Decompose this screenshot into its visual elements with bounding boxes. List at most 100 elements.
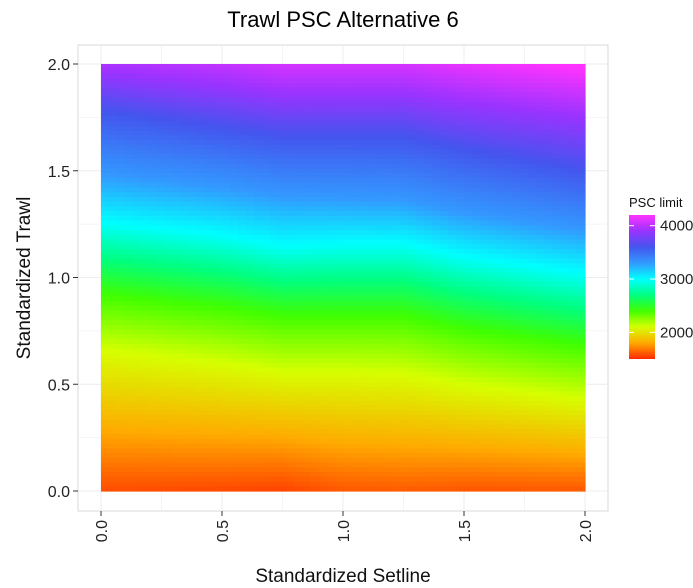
heat-cell	[189, 206, 199, 212]
heat-cell	[326, 135, 336, 141]
heat-cell	[189, 381, 199, 388]
heat-cell	[472, 429, 481, 435]
heat-cell	[407, 215, 417, 222]
heat-cell	[270, 310, 280, 317]
heat-cell	[367, 443, 376, 449]
heat-cell	[205, 120, 215, 127]
heat-cell	[407, 196, 417, 203]
heat-cell	[383, 310, 392, 317]
heat-cell	[262, 206, 271, 212]
heat-cell	[423, 253, 433, 260]
heat-cell	[310, 315, 320, 321]
heat-cell	[423, 377, 433, 383]
heat-cell	[431, 310, 441, 317]
heat-cell	[189, 106, 199, 113]
heat-cell	[101, 130, 110, 136]
heat-cell	[230, 106, 239, 113]
heat-cell	[504, 282, 513, 288]
heat-cell	[488, 149, 497, 155]
heat-cell	[560, 443, 570, 449]
heat-cell	[520, 424, 530, 430]
heat-cell	[262, 163, 271, 169]
heat-cell	[197, 173, 207, 179]
heat-cell	[165, 448, 175, 454]
heat-cell	[157, 234, 167, 241]
heat-cell	[205, 305, 215, 312]
heat-cell	[213, 154, 223, 160]
heat-cell	[101, 291, 110, 298]
heat-cell	[343, 154, 352, 160]
heat-cell	[343, 438, 352, 445]
heat-cell	[496, 329, 505, 336]
heat-cell	[520, 400, 530, 407]
heat-cell	[278, 101, 288, 108]
heat-cell	[383, 230, 392, 236]
heat-cell	[504, 163, 513, 169]
heat-cell	[359, 405, 368, 411]
heat-cell	[254, 310, 263, 317]
heat-cell	[447, 68, 457, 75]
heat-cell	[189, 116, 199, 122]
heat-cell	[310, 177, 320, 184]
heat-cell	[109, 106, 118, 113]
heat-cell	[439, 339, 449, 345]
heat-cell	[504, 315, 513, 321]
heat-cell	[101, 263, 110, 269]
heat-cell	[568, 120, 578, 127]
heat-cell	[464, 453, 473, 459]
heat-cell	[351, 97, 360, 103]
heat-cell	[552, 277, 562, 283]
heat-cell	[117, 291, 126, 298]
heat-cell	[270, 434, 280, 440]
heat-cell	[173, 187, 183, 193]
heat-cell	[472, 163, 481, 169]
heat-cell	[496, 282, 505, 288]
heat-cell	[278, 258, 288, 264]
heat-cell	[343, 268, 352, 274]
heat-cell	[375, 334, 384, 340]
heat-cell	[133, 253, 142, 260]
heat-cell	[270, 400, 280, 407]
heat-cell	[383, 291, 392, 298]
heat-cell	[576, 196, 586, 203]
heat-cell	[246, 381, 255, 388]
heat-cell	[101, 438, 110, 445]
heat-cell	[302, 453, 312, 459]
heat-cell	[173, 258, 183, 264]
heat-cell	[375, 211, 384, 217]
heat-cell	[375, 429, 384, 435]
heat-cell	[230, 310, 239, 317]
heat-cell	[222, 182, 231, 188]
heat-cell	[149, 116, 159, 122]
heat-cell	[576, 315, 586, 321]
heat-cell	[294, 135, 304, 141]
heat-cell	[173, 135, 183, 141]
heat-cell	[455, 211, 465, 217]
heat-cell	[270, 343, 280, 350]
heat-cell	[488, 415, 497, 421]
heat-cell	[560, 343, 570, 350]
heat-cell	[407, 187, 417, 193]
heat-cell	[278, 92, 288, 98]
heat-cell	[181, 268, 191, 274]
heat-cell	[302, 82, 312, 89]
heat-cell	[367, 234, 376, 241]
heat-cell	[552, 272, 562, 279]
heat-cell	[560, 320, 570, 326]
heat-cell	[294, 97, 304, 103]
heat-cell	[334, 106, 344, 113]
heat-cell	[302, 329, 312, 336]
heat-cell	[334, 301, 344, 307]
heat-cell	[536, 196, 546, 203]
heat-cell	[399, 381, 409, 388]
heat-cell	[165, 410, 175, 416]
heat-cell	[512, 87, 522, 94]
heat-cell	[375, 405, 384, 411]
heat-cell	[181, 211, 191, 217]
heat-cell	[109, 135, 118, 141]
heat-cell	[157, 296, 167, 302]
heat-cell	[455, 272, 465, 279]
heat-cell	[367, 120, 376, 127]
heat-cell	[294, 211, 304, 217]
heat-cell	[101, 386, 110, 392]
